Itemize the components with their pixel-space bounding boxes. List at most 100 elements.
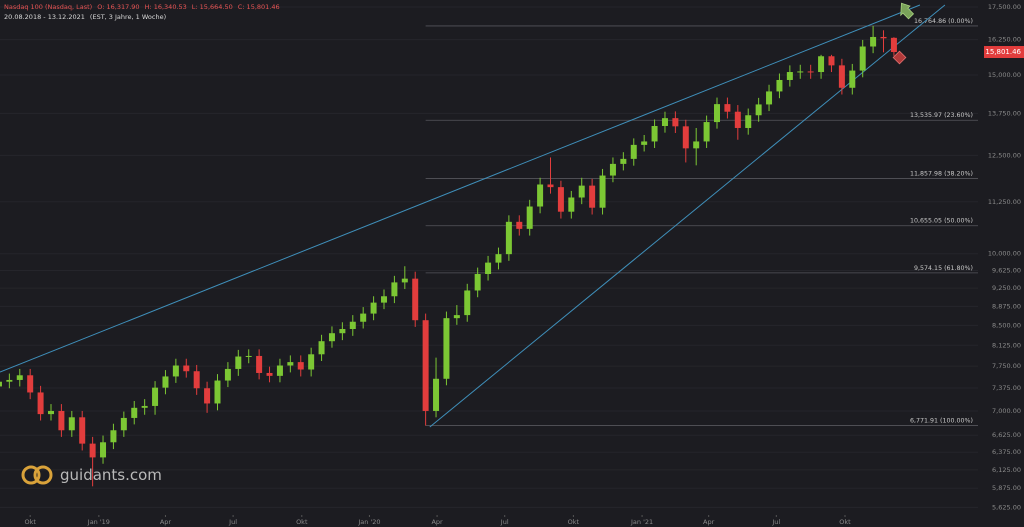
candle-body xyxy=(120,417,127,431)
candle-body xyxy=(870,36,877,47)
ohlc: O: 16,317.90 xyxy=(97,3,140,11)
y-tick-label: 13,750.00 xyxy=(988,109,1021,117)
x-tick-label: Jul xyxy=(771,518,780,526)
candle-body xyxy=(859,46,866,71)
y-tick-label: 11,250.00 xyxy=(988,198,1021,206)
x-tick-label: Jan '20 xyxy=(357,518,380,526)
candle-body xyxy=(807,71,814,73)
x-tick-label: Okt xyxy=(296,518,308,526)
candle-body xyxy=(547,184,554,188)
candle-body xyxy=(661,118,668,127)
header-line: Nasdaq 100 (Nasdaq, Last) O: 16,317.90 H: … xyxy=(4,2,285,12)
candle-body xyxy=(349,321,356,330)
candle-body xyxy=(693,141,700,149)
candle-body xyxy=(391,282,398,297)
candle-body xyxy=(568,197,575,212)
candle-body xyxy=(328,333,335,342)
candle-body xyxy=(172,365,179,377)
candle-body xyxy=(682,126,689,149)
candle-body xyxy=(776,79,783,92)
candle-body xyxy=(0,381,2,387)
candle-body xyxy=(100,442,107,458)
candle-body xyxy=(724,104,731,112)
x-tick-label: Apr xyxy=(160,518,172,526)
y-tick-label: 8,500.00 xyxy=(992,321,1021,329)
candle-body xyxy=(224,368,231,381)
fib-label: 11,857.98 (38.20%) xyxy=(910,171,973,178)
x-tick-label: Apr xyxy=(431,518,443,526)
range: 20.08.2018 - 13.12.2021 xyxy=(4,13,85,21)
y-tick-label: 6,375.00 xyxy=(992,448,1021,456)
ohlc: H: 16,340.53 xyxy=(144,3,187,11)
candle-body xyxy=(89,443,96,458)
x-tick-label: Jan '19 xyxy=(87,518,110,526)
candle-body xyxy=(68,417,75,431)
candle-body xyxy=(589,185,596,208)
candle-body xyxy=(745,115,752,128)
candle-body xyxy=(58,410,65,431)
candle-body xyxy=(297,362,304,370)
x-tick-label: Okt xyxy=(24,518,36,526)
candle-body xyxy=(609,163,616,176)
candle-body xyxy=(516,221,523,229)
candle-body xyxy=(162,376,169,388)
candle-body xyxy=(620,158,627,164)
candle-body xyxy=(360,313,367,322)
trendline xyxy=(0,4,921,373)
candle-body xyxy=(183,365,190,372)
x-tick-label: Jul xyxy=(228,518,237,526)
candle-body xyxy=(141,405,148,408)
candle-body xyxy=(412,278,419,321)
candle-body xyxy=(464,290,471,316)
candle-body xyxy=(422,320,429,411)
fib-label: 10,655.05 (50.00%) xyxy=(910,218,973,225)
candle-body xyxy=(537,184,544,207)
candle-body xyxy=(204,388,211,404)
candle-body xyxy=(651,126,658,142)
y-tick-label: 6,625.00 xyxy=(992,431,1021,439)
x-tick-label: Okt xyxy=(568,518,580,526)
candle-body xyxy=(786,72,793,80)
candle-body xyxy=(79,417,86,444)
candle-body xyxy=(152,387,159,406)
candle-body xyxy=(557,187,564,212)
y-tick-label: 5,625.00 xyxy=(992,503,1021,511)
candle-body xyxy=(370,302,377,314)
fib-label: 6,771.91 (100.00%) xyxy=(910,418,973,425)
y-tick-label: 15,000.00 xyxy=(988,71,1021,79)
fib-label: 16,764.86 (0.00%) xyxy=(914,18,973,25)
x-tick-label: Jul xyxy=(500,518,509,526)
candle-body xyxy=(526,206,533,229)
candle-body xyxy=(339,329,346,334)
candle-body xyxy=(266,372,273,376)
trendlines xyxy=(0,4,946,428)
y-tick-label: 8,875.00 xyxy=(992,302,1021,310)
candle-body xyxy=(641,141,648,145)
y-tick-label: 8,125.00 xyxy=(992,341,1021,349)
grid xyxy=(0,6,978,508)
candle-body xyxy=(734,111,741,128)
candle-body xyxy=(880,36,887,39)
candle-body xyxy=(838,65,845,88)
y-tick-label: 9,250.00 xyxy=(992,284,1021,292)
trendline xyxy=(429,4,946,428)
ohlc: C: 15,801.46 xyxy=(237,3,280,11)
x-tick-label: Apr xyxy=(703,518,715,526)
ohlc: L: 15,664.50 xyxy=(191,3,233,11)
header: Nasdaq 100 (Nasdaq, Last) O: 16,317.90 H: … xyxy=(4,2,285,22)
fib-label: 13,535.97 (23.60%) xyxy=(910,112,973,119)
candle-body xyxy=(256,355,263,373)
y-tick-label: 12,500.00 xyxy=(988,151,1021,159)
y-tick-label: 16,250.00 xyxy=(988,36,1021,44)
candle-body xyxy=(6,379,13,382)
y-tick-label: 9,625.00 xyxy=(992,267,1021,275)
candle-body xyxy=(474,274,481,291)
candle-body xyxy=(308,354,315,370)
candle-body xyxy=(703,122,710,142)
axes: 17,500.00 16,250.00 15,000.00 13,750.00 12,5… xyxy=(24,3,1024,526)
header-line: 20.08.2018 - 13.12.2021 (EST, 3 Jahre, 1 … xyxy=(4,12,285,22)
candle-body xyxy=(27,375,34,393)
last-price-tag xyxy=(984,46,1024,59)
x-tick-label: Okt xyxy=(839,518,851,526)
fib-label: 9,574.15 (61.80%) xyxy=(914,265,973,272)
